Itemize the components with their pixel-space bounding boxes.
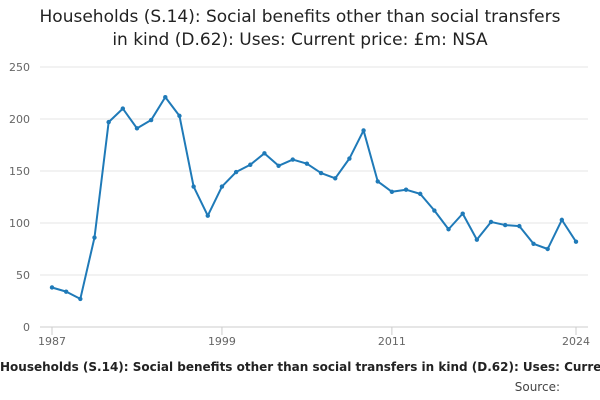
- data-point[interactable]: [531, 241, 536, 246]
- y-axis: 0 50 100 150 200 250: [9, 61, 30, 334]
- data-point[interactable]: [502, 222, 508, 228]
- data-point[interactable]: [318, 170, 324, 176]
- y-tick-label: 0: [23, 321, 30, 334]
- y-tick-label: 150: [9, 165, 30, 178]
- chart-title-line-2: in kind (D.62): Uses: Current price: £m:…: [112, 30, 488, 50]
- data-point[interactable]: [333, 176, 338, 181]
- data-point[interactable]: [106, 119, 111, 125]
- data-point[interactable]: [120, 106, 126, 111]
- data-point[interactable]: [389, 189, 395, 194]
- data-point[interactable]: [347, 156, 352, 161]
- data-point[interactable]: [545, 246, 550, 252]
- x-tick-label: 2011: [378, 335, 406, 348]
- data-point[interactable]: [418, 191, 423, 197]
- data-point[interactable]: [148, 117, 154, 123]
- data-point[interactable]: [219, 184, 225, 189]
- data-point[interactable]: [134, 126, 140, 131]
- data-point[interactable]: [191, 184, 196, 189]
- chart-title: Households (S.14): Social benefits other…: [0, 6, 600, 52]
- grid-lines: [40, 66, 588, 276]
- data-point[interactable]: [92, 235, 97, 240]
- data-point[interactable]: [304, 161, 310, 166]
- data-point[interactable]: [177, 113, 182, 119]
- data-point[interactable]: [517, 223, 522, 229]
- x-tick-label: 1987: [38, 335, 66, 348]
- chart-title-line-1: Households (S.14): Social benefits other…: [39, 7, 561, 27]
- series-line: [51, 96, 577, 300]
- data-point[interactable]: [361, 128, 366, 133]
- data-point[interactable]: [233, 169, 239, 175]
- data-point[interactable]: [276, 163, 281, 168]
- y-tick-label: 100: [9, 217, 30, 230]
- data-point[interactable]: [446, 227, 451, 232]
- y-tick-label: 200: [9, 113, 30, 126]
- x-tick-label: 1999: [208, 335, 236, 348]
- data-point[interactable]: [63, 289, 69, 294]
- data-point[interactable]: [460, 211, 465, 216]
- data-point[interactable]: [559, 217, 565, 223]
- y-tick-label: 250: [9, 61, 30, 74]
- x-tick-label: 2024: [562, 335, 590, 348]
- series-points: [49, 94, 579, 302]
- data-point[interactable]: [163, 94, 168, 100]
- data-point[interactable]: [488, 219, 494, 225]
- series-path: [51, 96, 577, 300]
- data-point[interactable]: [262, 151, 267, 156]
- data-point[interactable]: [474, 237, 480, 242]
- legend-label: Households (S.14): Social benefits other…: [0, 360, 600, 374]
- data-point[interactable]: [78, 296, 83, 302]
- source-label: Source:: [514, 380, 560, 394]
- data-point[interactable]: [248, 162, 253, 167]
- data-point[interactable]: [432, 208, 437, 213]
- x-axis: 1987 1999 2011 2024: [38, 326, 590, 348]
- legend: Households (S.14): Social benefits other…: [0, 360, 600, 378]
- data-point[interactable]: [573, 239, 579, 244]
- data-point[interactable]: [290, 157, 295, 162]
- data-point[interactable]: [403, 187, 409, 192]
- data-point[interactable]: [49, 285, 55, 290]
- data-point[interactable]: [205, 213, 210, 218]
- y-tick-label: 50: [16, 269, 30, 282]
- data-point[interactable]: [375, 179, 380, 184]
